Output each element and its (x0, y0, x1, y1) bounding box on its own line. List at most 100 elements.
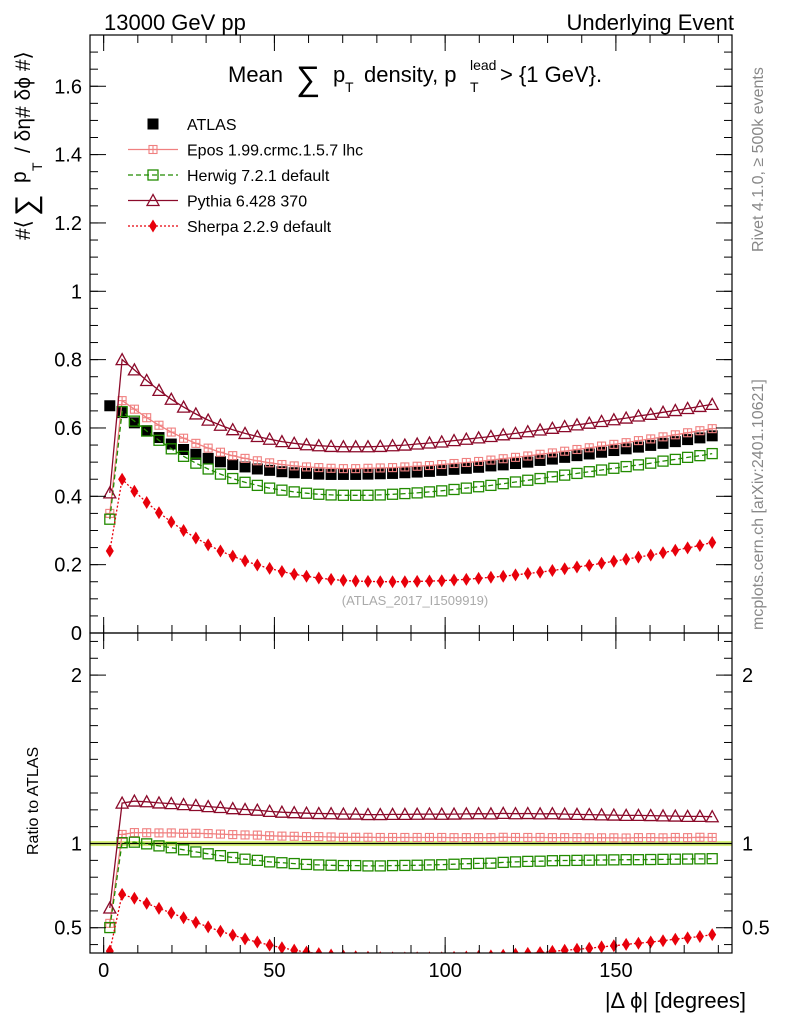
main-point-pythia-40 (594, 414, 609, 428)
ratio-point-sherpa-1 (118, 887, 127, 901)
main-point-atlas-43 (632, 441, 644, 453)
main-point-epos-4 (154, 420, 164, 430)
main-point-pythia-47 (680, 401, 695, 415)
legend-marker-epos (148, 144, 158, 155)
ylabel-part-rest: / δη# δϕ #⟩ (12, 51, 35, 153)
header-right-label: Underlying Event (566, 10, 734, 35)
ratio-point-epos-36 (547, 833, 557, 843)
ratio-point-pythia-38 (569, 807, 585, 821)
main-point-sherpa-23 (388, 575, 397, 589)
main-point-sherpa-24 (400, 575, 409, 589)
ratio-ytick-label-0: 0.5 (54, 918, 82, 940)
ratio-point-herwig-18 (325, 859, 337, 871)
title-part-lead-sup: lead (470, 57, 496, 73)
ratio-point-sherpa-39 (585, 941, 594, 953)
main-point-epos-37 (560, 446, 570, 456)
ratio-point-sherpa-17 (315, 947, 323, 953)
ratio-point-pythia-3 (139, 794, 154, 808)
ratio-point-pythia-2 (127, 793, 142, 807)
main-point-pythia-37 (557, 419, 572, 433)
ratio-point-pythia-12 (250, 802, 265, 816)
ratio-point-epos-11 (240, 830, 250, 840)
ratio-point-pythia-14 (274, 804, 290, 818)
main-point-pythia-41 (606, 412, 621, 426)
main-point-pythia-13 (262, 431, 277, 445)
main-point-epos-9 (215, 447, 225, 457)
main-point-atlas-23 (387, 467, 399, 479)
ratio-point-pythia-7 (188, 798, 203, 812)
main-point-atlas-33 (509, 458, 521, 470)
main-point-epos-13 (265, 458, 275, 468)
ratio-point-pythia-23 (385, 807, 400, 821)
main-point-pythia-0 (102, 485, 117, 499)
main-point-sherpa-34 (523, 567, 532, 581)
main-point-pythia-5 (164, 391, 179, 405)
main-point-sherpa-43 (634, 550, 643, 564)
main-point-herwig-42 (620, 460, 632, 473)
main-point-epos-39 (584, 443, 594, 453)
xtick-label-3: 150 (599, 960, 632, 982)
ratio-point-herwig-30 (472, 857, 485, 870)
main-point-herwig-10 (227, 472, 239, 485)
main-point-pythia-16 (299, 437, 314, 451)
legend-marker-sherpa (149, 219, 157, 233)
ratio-point-epos-22 (375, 832, 385, 843)
ratio-point-epos-31 (486, 833, 496, 843)
ratio-point-pythia-42 (619, 808, 634, 822)
ratio-point-herwig-14 (276, 857, 288, 869)
ratio-point-pythia-9 (213, 800, 228, 814)
main-point-sherpa-33 (511, 568, 520, 582)
main-point-epos-49 (707, 424, 717, 434)
main-point-herwig-31 (485, 479, 497, 492)
main-point-atlas-24 (399, 467, 411, 479)
ratio-point-sherpa-41 (609, 939, 618, 953)
main-point-pythia-20 (348, 439, 363, 453)
main-point-atlas-9 (214, 456, 226, 468)
main-point-pythia-33 (508, 426, 523, 440)
ratio-point-epos-3 (142, 828, 152, 838)
main-point-sherpa-49 (708, 535, 717, 549)
legend-label-sherpa: Sherpa 2.2.9 default (187, 219, 332, 236)
main-point-sherpa-8 (204, 538, 213, 552)
main-point-epos-44 (646, 434, 656, 444)
ratio-point-epos-35 (535, 832, 545, 843)
main-point-pythia-48 (692, 399, 707, 413)
ratio-point-epos-21 (363, 832, 373, 842)
ratio-point-pythia-20 (348, 806, 363, 820)
ratio-point-pythia-49 (705, 809, 720, 823)
ratio-point-sherpa-49 (708, 928, 717, 942)
ratio-point-epos-14 (277, 831, 287, 841)
main-point-epos-14 (277, 459, 287, 470)
ratio-series-herwig (104, 836, 718, 934)
main-point-herwig-19 (337, 489, 350, 501)
main-point-sherpa-4 (154, 506, 163, 520)
ratio-point-herwig-15 (288, 857, 300, 870)
ratio-point-herwig-42 (620, 854, 632, 866)
main-point-pythia-27 (434, 434, 449, 448)
ratio-point-sherpa-34 (523, 946, 532, 953)
main-point-sherpa-7 (191, 531, 200, 545)
main-point-atlas-20 (350, 468, 362, 480)
main-point-epos-27 (437, 459, 447, 470)
ratio-point-sherpa-44 (646, 935, 655, 949)
main-point-pythia-46 (668, 403, 683, 417)
ratio-point-pythia-32 (496, 806, 511, 820)
ratio-point-herwig-26 (423, 859, 436, 871)
ratio-point-herwig-36 (546, 855, 559, 867)
ratio-point-sherpa-5 (167, 906, 176, 920)
ratio-ytick-label-right-1: 1 (742, 834, 753, 856)
ratio-point-sherpa-18 (328, 948, 334, 953)
main-point-sherpa-38 (572, 560, 581, 574)
main-point-pythia-3 (139, 373, 154, 387)
ratio-point-pythia-39 (582, 807, 597, 821)
ratio-point-epos-17 (314, 832, 324, 842)
ratio-point-herwig-31 (485, 857, 497, 869)
main-point-atlas-41 (608, 445, 620, 457)
main-point-pythia-30 (471, 430, 486, 444)
main-point-herwig-23 (386, 488, 399, 500)
xtick-label-1: 50 (263, 960, 285, 982)
main-point-pythia-34 (520, 424, 535, 438)
ratio-point-sherpa-40 (597, 940, 606, 953)
main-point-pythia-4 (151, 383, 167, 397)
ratio-point-sherpa-48 (695, 929, 704, 943)
